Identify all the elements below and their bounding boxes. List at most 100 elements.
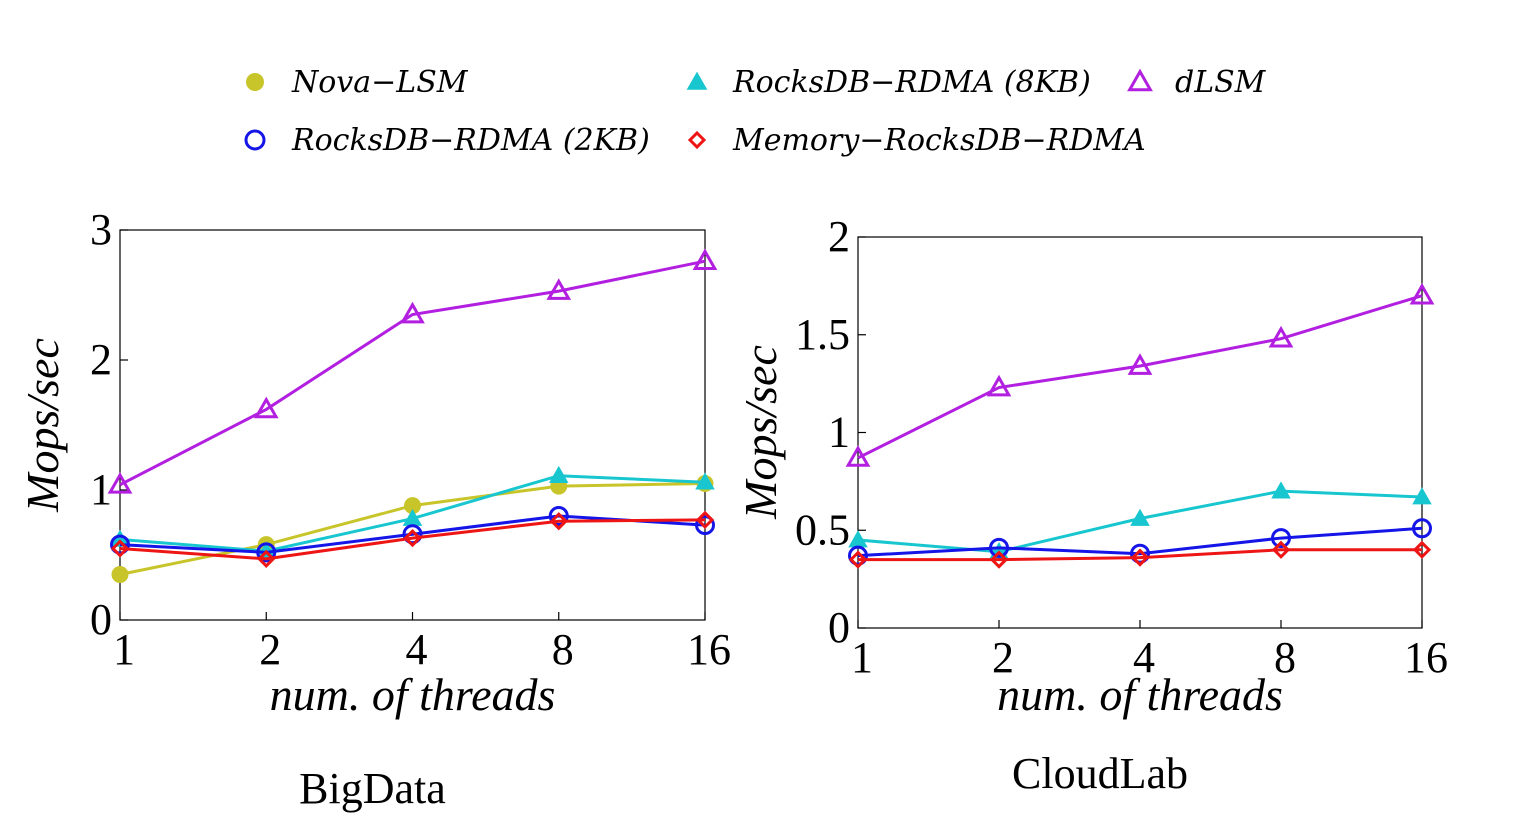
series-rocksdb-rdma-8kb [110,465,715,559]
data-point [110,539,130,558]
x-tick-label: 8 [1274,633,1296,682]
legend-item-rocksdb-rdma-2kb: RocksDB−RDMA (2KB) [244,123,650,158]
series-line [119,514,706,554]
legend-label: Memory−RocksDB−RDMA [732,123,1146,158]
rocks2-legend-marker [244,129,266,151]
series-line [857,526,1423,558]
data-point [402,508,423,526]
data-point [403,528,422,548]
data-point [110,529,130,547]
series-rocksdb-rdma-2kb [848,518,1432,566]
y-axis-label: Mops/sec [17,338,68,513]
x-axis-label: num. of threads [997,669,1283,720]
data-point [848,530,868,548]
x-tick-label: 8 [552,625,574,674]
x-tick-label: 4 [1133,633,1155,682]
data-point [257,549,276,569]
data-point [256,542,277,563]
y-tick-label: 2 [90,335,112,384]
series-line [119,259,706,487]
data-point [1412,487,1432,505]
data-point [1127,353,1153,375]
data-point [1268,325,1294,348]
data-point [111,566,129,583]
series-line [857,294,1423,460]
nova-legend-marker [246,73,264,91]
x-tick-label: 4 [406,625,428,674]
y-tick-label: 0 [90,595,112,644]
data-point [402,524,423,545]
y-tick-label: 0.5 [795,505,850,554]
data-point [548,465,569,484]
data-point [1130,548,1150,567]
chart-cloudlab: 0 0.5 1 1.5 2 1 2 4 8 16 num. of threads Mops/sec Cl… [735,212,1448,798]
data-point [1412,540,1432,559]
y-tick-label: 0 [828,603,850,652]
data-point [1412,518,1432,539]
data-point [253,396,279,419]
data-point [1271,528,1291,549]
data-point [848,550,868,569]
series-dlsm [107,248,718,494]
x-axis-label: num. of threads [270,669,556,720]
data-point [986,374,1012,397]
legend: Nova−LSM RocksDB−RDMA (8KB) dLSM RocksDB−RD… [244,65,1267,158]
y-tick-label: 1 [90,465,112,514]
chart-title: BigData [299,764,446,813]
data-point [1130,508,1150,526]
chart-title: CloudLab [1012,749,1188,798]
y-axis-label: Mops/sec [735,345,786,520]
series-line [119,518,706,561]
legend-item-nova-lsm: Nova−LSM [246,65,469,100]
data-point [546,278,572,300]
memrocks-legend-marker [687,130,707,150]
data-point [695,515,715,536]
data-point [845,445,871,467]
legend-label: RocksDB−RDMA (2KB) [291,123,650,158]
x-tick-label: 2 [259,625,281,674]
legend-item-memory-rocksdb-rdma: Memory−RocksDB−RDMA [687,123,1146,158]
x-tick-label: 1 [851,633,873,682]
plot-frame [119,229,706,621]
data-point [549,512,568,531]
data-point [400,301,425,324]
series-memory-rocksdb-rdma [848,540,1432,569]
data-point [695,472,715,490]
legend-label: RocksDB−RDMA (8KB) [732,65,1091,100]
data-point [848,545,868,566]
series-memory-rocksdb-rdma [110,510,715,569]
rocks8-legend-marker [686,71,708,90]
legend-label: dLSM [1175,65,1267,100]
data-point [989,550,1009,569]
data-point [107,472,133,494]
y-tick-label: 1 [828,408,850,457]
data-point [404,497,421,515]
data-point [989,537,1009,558]
series-rocksdb-rdma-8kb [848,481,1432,560]
y-tick-label: 2 [828,212,850,261]
data-point [1271,540,1291,559]
data-point [1130,543,1150,564]
dlsm-legend-marker [1127,68,1153,92]
data-point [692,248,718,271]
x-tick-label: 2 [992,633,1014,682]
y-tick-label: 1.5 [795,310,850,359]
data-point [1271,481,1291,499]
data-point [695,510,715,530]
legend-item-dlsm: dLSM [1127,65,1267,100]
legend-label: Nova−LSM [291,65,469,100]
data-point [110,534,130,555]
series-line [858,548,1422,562]
y-tick-label: 3 [90,205,112,254]
series-dlsm [845,282,1435,467]
data-point [1409,282,1435,305]
legend-item-rocksdb-rdma-8kb: RocksDB−RDMA (8KB) [686,65,1091,100]
x-tick-label: 1 [113,625,135,674]
series-rocksdb-rdma-2kb [110,506,715,563]
plot-frame [857,236,1423,629]
data-point [548,506,569,526]
x-tick-label: 16 [687,625,731,674]
x-tick-label: 16 [1404,633,1448,682]
